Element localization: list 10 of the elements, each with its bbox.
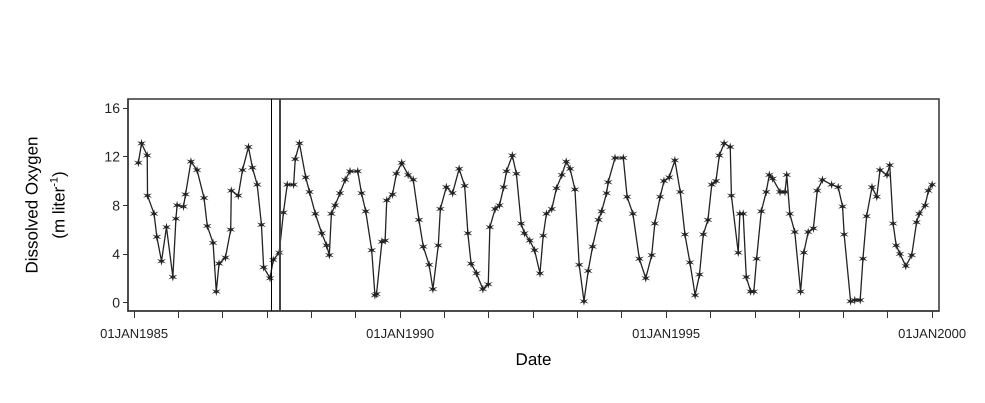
y-tick-label: 16 [104, 100, 120, 116]
x-tick-label: 01JAN1985 [100, 326, 168, 341]
y-tick-label: 0 [112, 294, 120, 310]
y-tick-label: 4 [112, 246, 120, 262]
x-axis-title: Date [516, 350, 552, 369]
y-tick-label: 12 [104, 148, 120, 165]
x-tick-label: 01JAN1995 [632, 326, 700, 341]
x-tick-label: 01JAN1990 [366, 326, 434, 341]
x-tick-label: 01JAN2000 [898, 326, 966, 341]
y-tick-label: 8 [112, 197, 120, 214]
